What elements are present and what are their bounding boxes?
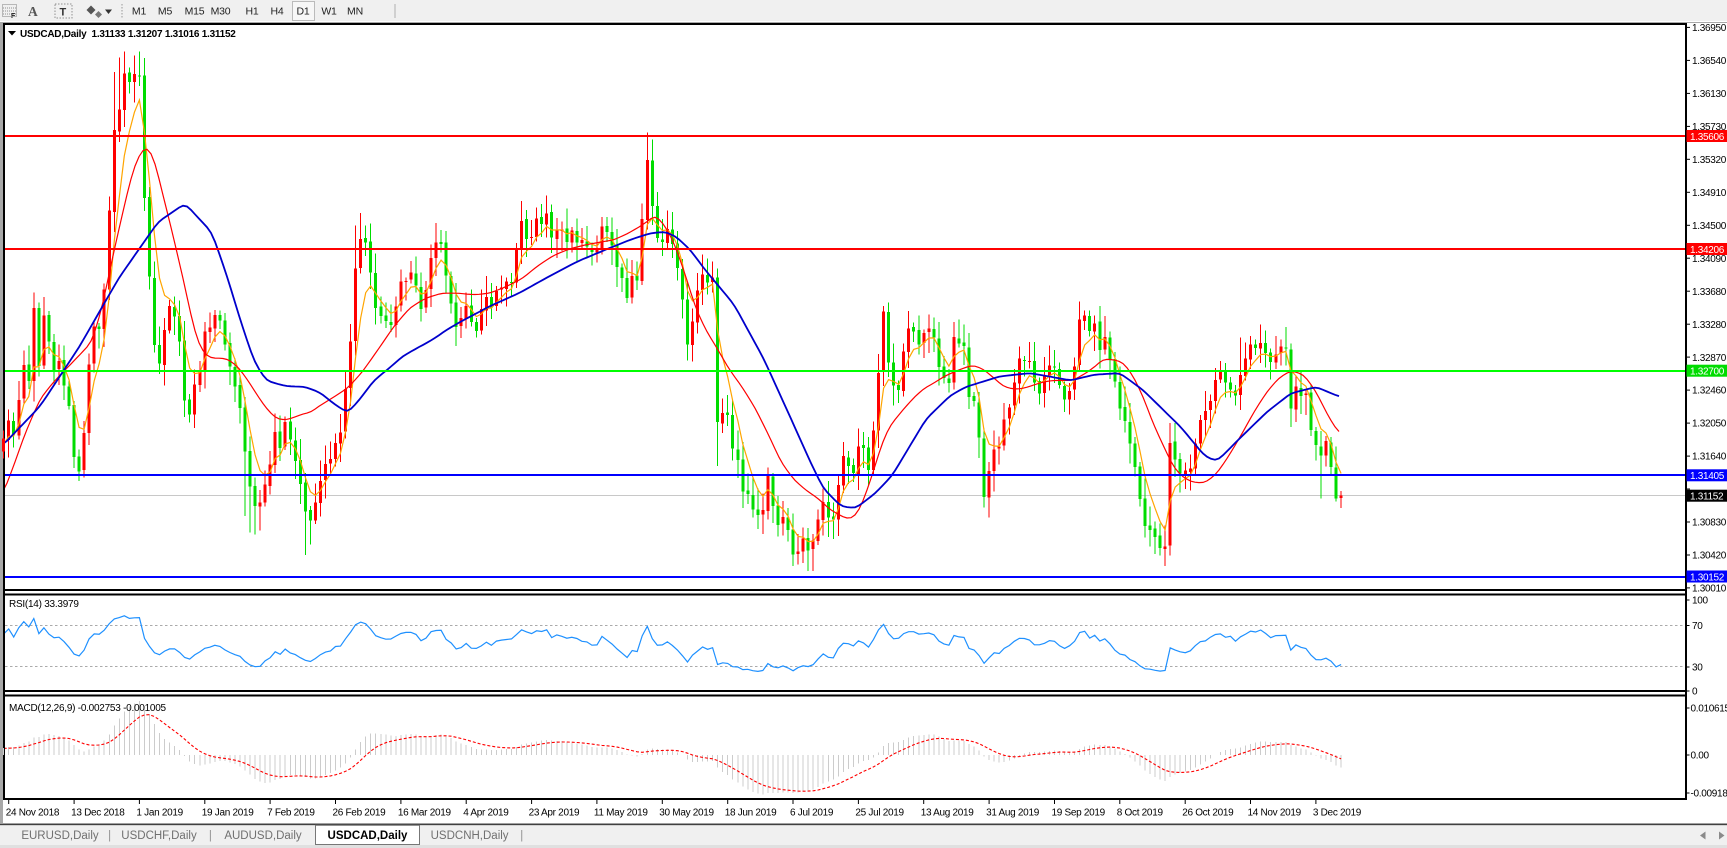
- svg-text:M30: M30: [211, 6, 231, 18]
- svg-text:1.36540: 1.36540: [1692, 56, 1727, 67]
- svg-text:1.35730: 1.35730: [1692, 122, 1727, 133]
- svg-text:0: 0: [1692, 687, 1698, 698]
- svg-text:70: 70: [1692, 621, 1703, 632]
- svg-text:1.33280: 1.33280: [1692, 320, 1727, 331]
- svg-text:1 Jan 2019: 1 Jan 2019: [136, 808, 183, 819]
- svg-text:1.36130: 1.36130: [1692, 89, 1727, 100]
- svg-text:1.35606: 1.35606: [1690, 132, 1725, 143]
- svg-text:30 May 2019: 30 May 2019: [659, 808, 714, 819]
- svg-text:-0.009181: -0.009181: [1691, 789, 1727, 800]
- svg-text:18 Jun 2019: 18 Jun 2019: [725, 808, 777, 819]
- svg-text:|: |: [520, 830, 523, 842]
- svg-text:1.30830: 1.30830: [1692, 518, 1727, 529]
- svg-text:1.34910: 1.34910: [1692, 188, 1727, 199]
- svg-text:1.31405: 1.31405: [1690, 471, 1725, 482]
- svg-text:|: |: [209, 830, 212, 842]
- svg-text:T: T: [60, 7, 67, 19]
- svg-text:H1: H1: [245, 6, 258, 18]
- svg-text:1.32050: 1.32050: [1692, 419, 1727, 430]
- svg-text:1.34090: 1.34090: [1692, 254, 1727, 265]
- svg-text:RSI(14) 33.3979: RSI(14) 33.3979: [9, 599, 79, 610]
- svg-text:30: 30: [1692, 663, 1703, 674]
- svg-text:W1: W1: [321, 6, 337, 18]
- svg-text:1.30420: 1.30420: [1692, 551, 1727, 562]
- svg-text:F: F: [11, 13, 16, 20]
- svg-text:19 Jan 2019: 19 Jan 2019: [202, 808, 254, 819]
- svg-text:1.32870: 1.32870: [1692, 353, 1727, 364]
- svg-text:1.31640: 1.31640: [1692, 452, 1727, 463]
- svg-text:1.32700: 1.32700: [1690, 367, 1725, 378]
- svg-text:8 Oct 2019: 8 Oct 2019: [1117, 808, 1164, 819]
- svg-text:13 Aug 2019: 13 Aug 2019: [921, 808, 975, 819]
- svg-text:25 Jul 2019: 25 Jul 2019: [855, 808, 904, 819]
- svg-text:1.31152: 1.31152: [1690, 492, 1724, 503]
- svg-text:|: |: [108, 830, 111, 842]
- svg-text:31 Aug 2019: 31 Aug 2019: [986, 808, 1040, 819]
- svg-text:0.010615: 0.010615: [1691, 704, 1727, 715]
- svg-text:1.35320: 1.35320: [1692, 155, 1727, 166]
- svg-text:H4: H4: [270, 6, 283, 18]
- svg-text:3 Dec 2019: 3 Dec 2019: [1313, 808, 1362, 819]
- svg-text:1.32460: 1.32460: [1692, 386, 1727, 397]
- svg-text:24 Nov 2018: 24 Nov 2018: [6, 808, 60, 819]
- svg-text:16 Mar 2019: 16 Mar 2019: [398, 808, 452, 819]
- svg-text:7 Feb 2019: 7 Feb 2019: [267, 808, 315, 819]
- svg-text:14 Nov 2019: 14 Nov 2019: [1248, 808, 1302, 819]
- svg-text:M5: M5: [158, 6, 173, 18]
- svg-text:23 Apr 2019: 23 Apr 2019: [529, 808, 580, 819]
- svg-text:M1: M1: [132, 6, 147, 18]
- svg-text:1.34500: 1.34500: [1692, 221, 1727, 232]
- svg-text:1.36950: 1.36950: [1692, 23, 1727, 34]
- svg-text:4 Apr 2019: 4 Apr 2019: [463, 808, 509, 819]
- svg-text:M15: M15: [185, 6, 205, 18]
- svg-text:19 Sep 2019: 19 Sep 2019: [1052, 808, 1106, 819]
- svg-text:13 Dec 2018: 13 Dec 2018: [71, 808, 125, 819]
- svg-text:MN: MN: [347, 6, 363, 18]
- svg-text:USDCHF,Daily: USDCHF,Daily: [121, 830, 197, 842]
- svg-text:26 Oct 2019: 26 Oct 2019: [1182, 808, 1234, 819]
- svg-text:A: A: [28, 4, 38, 19]
- svg-text:11 May 2019: 11 May 2019: [594, 808, 649, 819]
- svg-text:1.34206: 1.34206: [1690, 245, 1725, 256]
- svg-text:0.00: 0.00: [1691, 751, 1710, 762]
- svg-text:USDCAD,Daily 1.31133 1.31207: USDCAD,Daily 1.31133 1.31207 1.31016 1.3…: [20, 29, 236, 40]
- svg-text:USDCAD,Daily: USDCAD,Daily: [328, 830, 408, 842]
- svg-text:AUDUSD,Daily: AUDUSD,Daily: [224, 830, 302, 842]
- svg-text:EURUSD,Daily: EURUSD,Daily: [21, 830, 99, 842]
- svg-text:100: 100: [1692, 596, 1709, 607]
- svg-text:1.30152: 1.30152: [1690, 572, 1725, 583]
- svg-text:USDCNH,Daily: USDCNH,Daily: [431, 830, 509, 842]
- svg-text:1.30010: 1.30010: [1692, 584, 1727, 595]
- svg-text:6 Jul 2019: 6 Jul 2019: [790, 808, 834, 819]
- svg-text:D1: D1: [296, 6, 309, 18]
- svg-text:MACD(12,26,9) -0.002753 -0.001: MACD(12,26,9) -0.002753 -0.001005: [9, 703, 167, 714]
- svg-text:1.33680: 1.33680: [1692, 287, 1727, 298]
- svg-text:26 Feb 2019: 26 Feb 2019: [333, 808, 387, 819]
